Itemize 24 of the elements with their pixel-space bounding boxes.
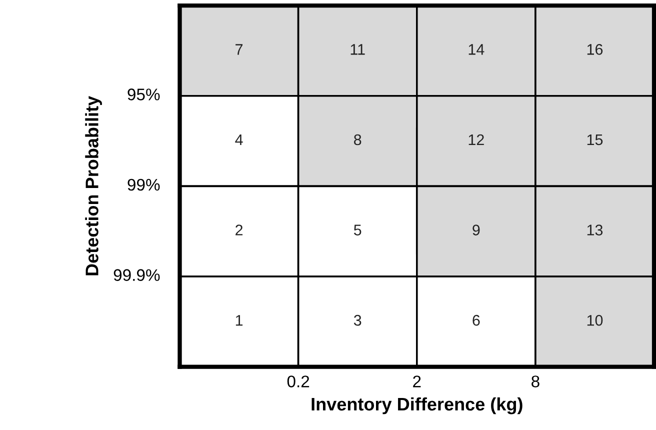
data-label: 6 [472,314,480,326]
text: 99% [128,178,160,191]
data-label: 16 [587,44,603,55]
data-label: 13 [587,224,603,236]
data-label: 15 [587,134,603,146]
text: 99.9% [114,269,160,281]
data-label: 1 [236,315,243,326]
text: 2 [413,376,421,388]
data-label: 9 [472,224,480,236]
data-label: 8 [354,134,362,146]
text: 95% [128,88,160,100]
data-label: 11 [350,44,365,55]
text: 0.2 [287,376,310,388]
data-label: 10 [587,314,603,326]
data-label: 14 [468,44,484,55]
x-axis-title: Inventory Difference (kg) [312,397,522,414]
data-label: 4 [235,134,243,145]
data-label: 3 [354,314,362,326]
y-axis-title: Detection Probability [85,96,102,276]
data-label: 5 [354,224,362,236]
text: 8 [532,376,540,388]
data-label: 2 [236,224,243,236]
data-label: 12 [468,134,484,145]
data-label: 7 [236,44,243,55]
